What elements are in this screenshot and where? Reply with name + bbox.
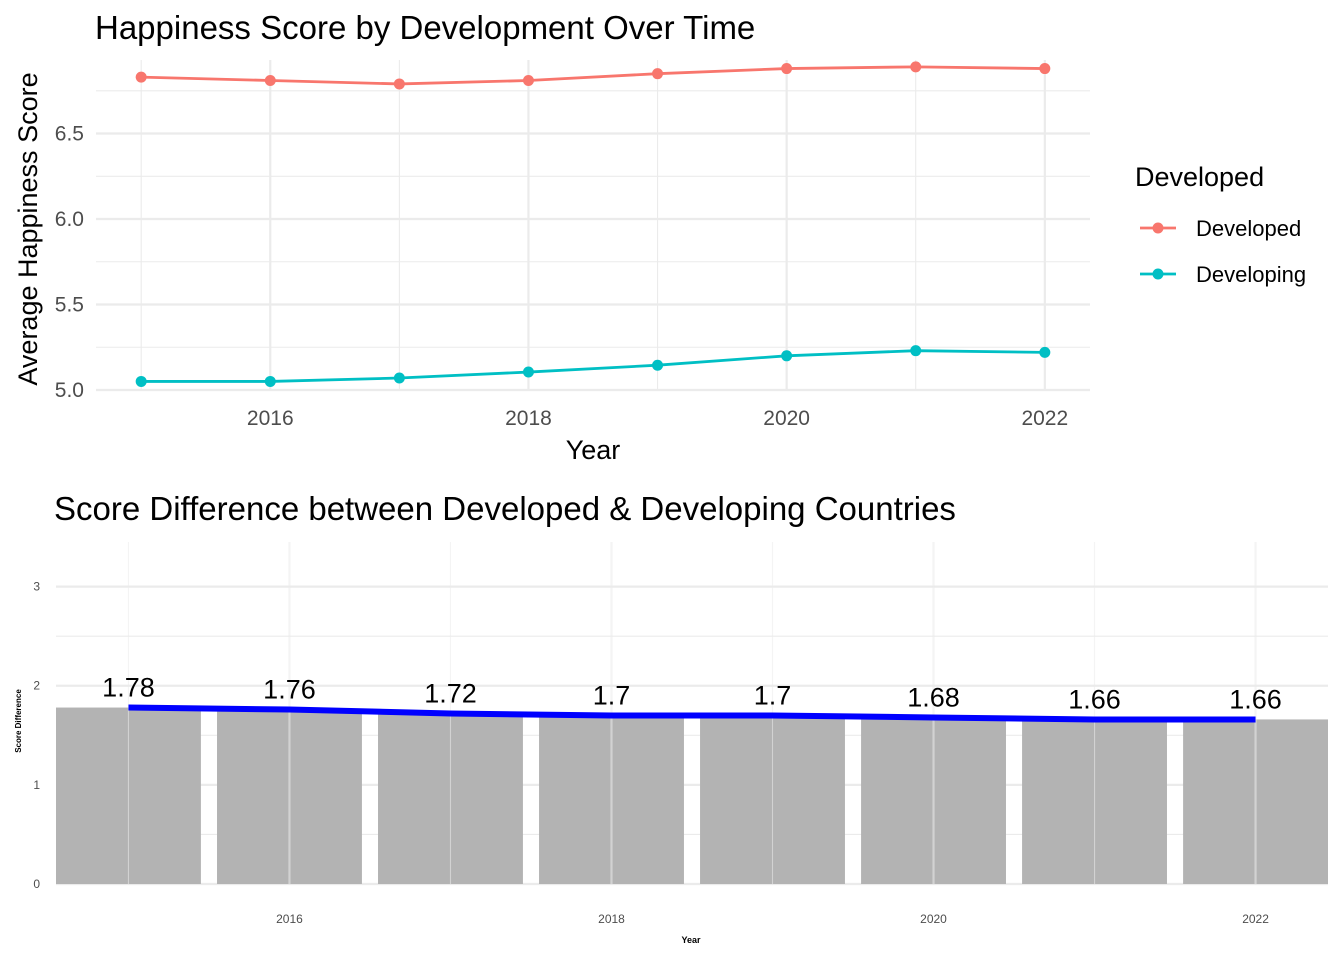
data-point-developed xyxy=(264,75,276,87)
legend-key-point xyxy=(1152,222,1164,234)
y-tick-label: 5.0 xyxy=(55,379,84,402)
data-point-developed xyxy=(1039,63,1051,75)
data-point-developed xyxy=(135,71,147,83)
x-tick-label: 2016 xyxy=(247,407,294,430)
data-label: 1.72 xyxy=(424,678,477,708)
x-tick-label: 2018 xyxy=(505,407,552,430)
data-point-developing xyxy=(1039,346,1051,358)
legend-item-label: Developing xyxy=(1196,262,1306,287)
bar-chart-title: Score Difference between Developed & Dev… xyxy=(54,490,956,527)
y-tick-label: 1 xyxy=(33,778,40,792)
data-point-developing xyxy=(393,372,405,384)
data-point-developing xyxy=(652,359,664,371)
line-chart-title: Happiness Score by Development Over Time xyxy=(95,9,755,46)
y-tick-label: 2 xyxy=(33,679,40,693)
bar-chart-y-axis-label: Score Difference xyxy=(14,689,23,753)
data-label: 1.66 xyxy=(1068,684,1121,714)
line-chart: Happiness Score by Development Over Time… xyxy=(13,9,1306,465)
legend-key-point xyxy=(1152,268,1164,280)
data-point-developed xyxy=(910,61,922,73)
data-label: 1.78 xyxy=(102,673,155,703)
x-tick-label: 2020 xyxy=(763,407,810,430)
y-tick-label: 3 xyxy=(33,580,40,594)
y-tick-label: 5.5 xyxy=(55,294,84,317)
x-tick-label: 2022 xyxy=(1242,912,1269,926)
y-tick-label: 6.0 xyxy=(55,208,84,231)
data-point-developing xyxy=(264,375,276,387)
legend-title: Developed xyxy=(1135,162,1264,192)
data-point-developing xyxy=(135,375,147,387)
data-label: 1.7 xyxy=(754,680,792,710)
bar-chart-x-axis-label: Year xyxy=(681,935,701,945)
x-tick-label: 2018 xyxy=(598,912,625,926)
bar-chart: Score Difference between Developed & Dev… xyxy=(14,490,1328,945)
trend-line xyxy=(128,704,1256,723)
data-point-developed xyxy=(393,78,405,90)
line-chart-x-axis-label: Year xyxy=(566,435,621,465)
data-point-developing xyxy=(910,345,922,357)
data-point-developing xyxy=(781,350,793,362)
data-label: 1.66 xyxy=(1229,684,1282,714)
y-tick-label: 6.5 xyxy=(55,123,84,146)
legend: Developed Developed Developing xyxy=(1135,162,1306,287)
x-tick-label: 2020 xyxy=(920,912,947,926)
y-tick-label: 0 xyxy=(33,877,40,891)
data-label: 1.76 xyxy=(263,675,316,705)
series-line-developing xyxy=(141,349,1045,383)
data-label: 1.7 xyxy=(593,680,631,710)
data-point-developed xyxy=(781,63,793,75)
legend-item-label: Developed xyxy=(1196,216,1301,241)
data-point-developing xyxy=(522,366,534,378)
x-tick-label: 2016 xyxy=(276,912,303,926)
line-chart-y-axis-label: Average Happiness Score xyxy=(13,72,43,385)
data-point-developed xyxy=(522,75,534,87)
data-point-developed xyxy=(652,68,664,80)
series-line-developed xyxy=(141,65,1045,86)
data-label: 1.68 xyxy=(907,682,960,712)
x-tick-label: 2022 xyxy=(1021,407,1068,430)
